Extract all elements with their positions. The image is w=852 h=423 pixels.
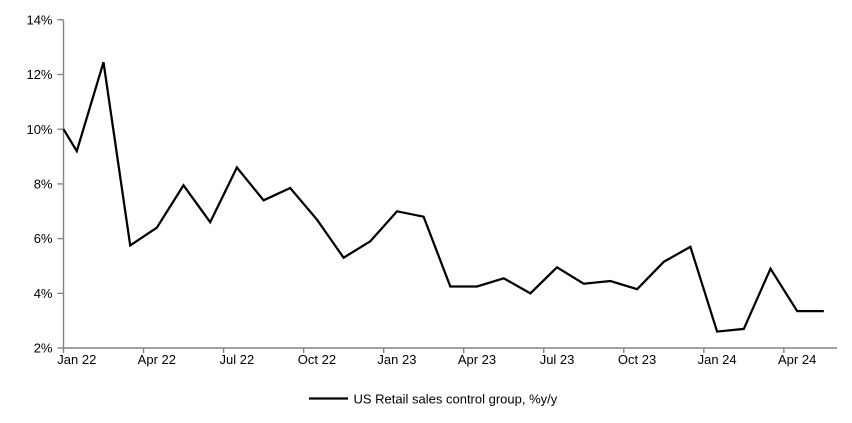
x-tick-label: Jan 22 [57,352,96,367]
y-axis-ticks: 14% 12% 10% 8% 6% 4% 2% [26,12,64,356]
x-tick-label: Oct 22 [298,352,336,367]
x-tick-label: Jan 24 [698,352,737,367]
y-tick-label: 8% [34,176,53,191]
y-tick-label: 6% [34,231,53,246]
data-line-us-retail-control-group [62,61,824,333]
legend: US Retail sales control group, %y/y [309,392,558,407]
axes [62,19,837,349]
x-tick-label: Apr 23 [458,352,496,367]
x-tick-label: Apr 24 [778,352,816,367]
x-tick-label: Oct 23 [618,352,656,367]
x-tick-label: Jul 22 [220,352,255,367]
legend-label: US Retail sales control group, %y/y [354,392,558,407]
y-tick-label: 14% [26,12,52,27]
x-tick-label: Jul 23 [540,352,575,367]
x-tick-label: Jan 23 [377,352,416,367]
y-tick-label: 4% [34,286,53,301]
x-axis-ticks: Jan 22 Apr 22 Jul 22 Oct 22 Jan 23 Apr 23 Jul … [57,348,816,367]
y-tick-label: 10% [26,122,52,137]
x-tick-label: Apr 22 [138,352,176,367]
plot-area [62,61,824,333]
y-tick-label: 2% [34,341,53,356]
y-tick-label: 12% [26,67,52,82]
